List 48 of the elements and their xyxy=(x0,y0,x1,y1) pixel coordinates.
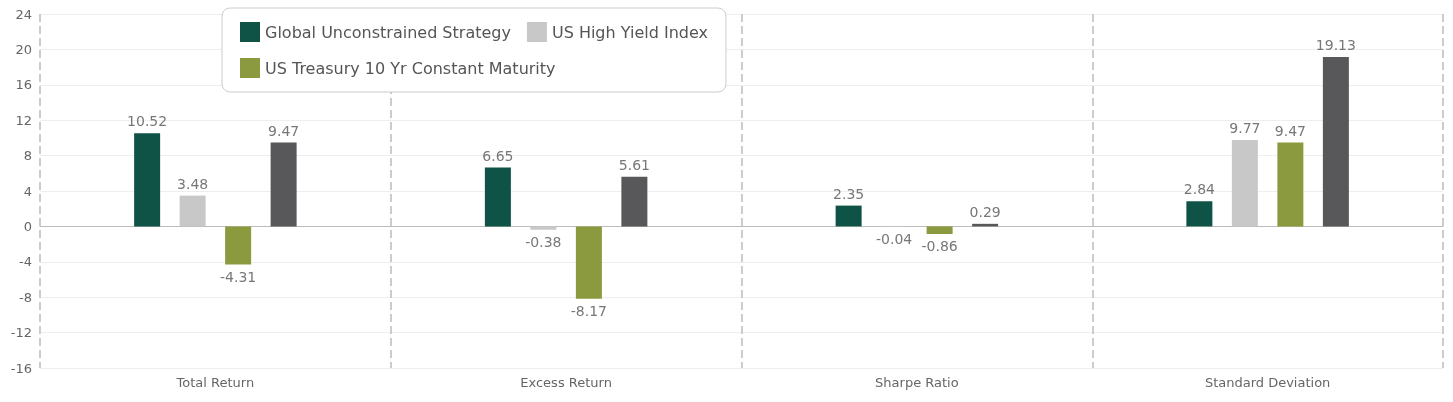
bar xyxy=(1277,142,1304,227)
bar xyxy=(530,226,557,230)
legend-label: US High Yield Index xyxy=(551,22,708,42)
x-tick-label: Standard Deviation xyxy=(1204,375,1331,390)
y-tick-label: -8 xyxy=(19,289,32,305)
x-tick-label: Sharpe Ratio xyxy=(875,375,959,390)
y-tick-label: -4 xyxy=(19,254,32,270)
data-label: -4.31 xyxy=(220,268,257,285)
data-label: 2.35 xyxy=(833,185,865,202)
y-tick-label: 24 xyxy=(15,6,32,22)
bar xyxy=(835,205,862,227)
data-label: 19.13 xyxy=(1315,37,1356,54)
data-label: 10.52 xyxy=(127,113,168,130)
x-tick-label: Total Return xyxy=(175,375,255,390)
y-tick-label: -16 xyxy=(10,360,32,376)
y-tick-label: 0 xyxy=(23,218,32,234)
y-tick-label: 12 xyxy=(15,112,32,128)
data-label: 2.84 xyxy=(1183,181,1216,198)
bar xyxy=(926,226,953,235)
data-label: -0.04 xyxy=(876,230,913,247)
data-label: -8.17 xyxy=(570,302,607,319)
y-tick-label: -12 xyxy=(10,325,32,341)
bar xyxy=(225,226,252,265)
data-label: 5.61 xyxy=(618,156,650,173)
data-label: 9.77 xyxy=(1229,119,1261,136)
data-label: -0.86 xyxy=(921,238,958,255)
bar xyxy=(484,167,511,227)
bar xyxy=(134,133,161,227)
legend-label: Global Unconstrained Strategy xyxy=(265,22,511,42)
bar xyxy=(1186,201,1213,227)
bar xyxy=(1231,139,1258,227)
y-tick-label: 4 xyxy=(23,183,32,199)
bar xyxy=(270,142,297,227)
y-tick-label: 20 xyxy=(15,41,32,57)
y-tick-label: 8 xyxy=(23,148,32,164)
data-label: 0.29 xyxy=(969,203,1001,220)
x-tick-label: Excess Return xyxy=(520,375,612,390)
y-tick-label: 16 xyxy=(15,77,32,93)
bar xyxy=(621,176,648,227)
legend-label: US Treasury 10 Yr Constant Maturity xyxy=(265,58,556,78)
bar xyxy=(1322,57,1349,227)
data-label: 3.48 xyxy=(177,175,209,192)
bar xyxy=(575,226,602,299)
bar xyxy=(179,195,206,227)
data-label: 9.47 xyxy=(1274,122,1306,139)
data-label: 6.65 xyxy=(482,147,514,164)
data-label: 9.47 xyxy=(268,122,300,139)
data-label: -0.38 xyxy=(525,233,562,250)
